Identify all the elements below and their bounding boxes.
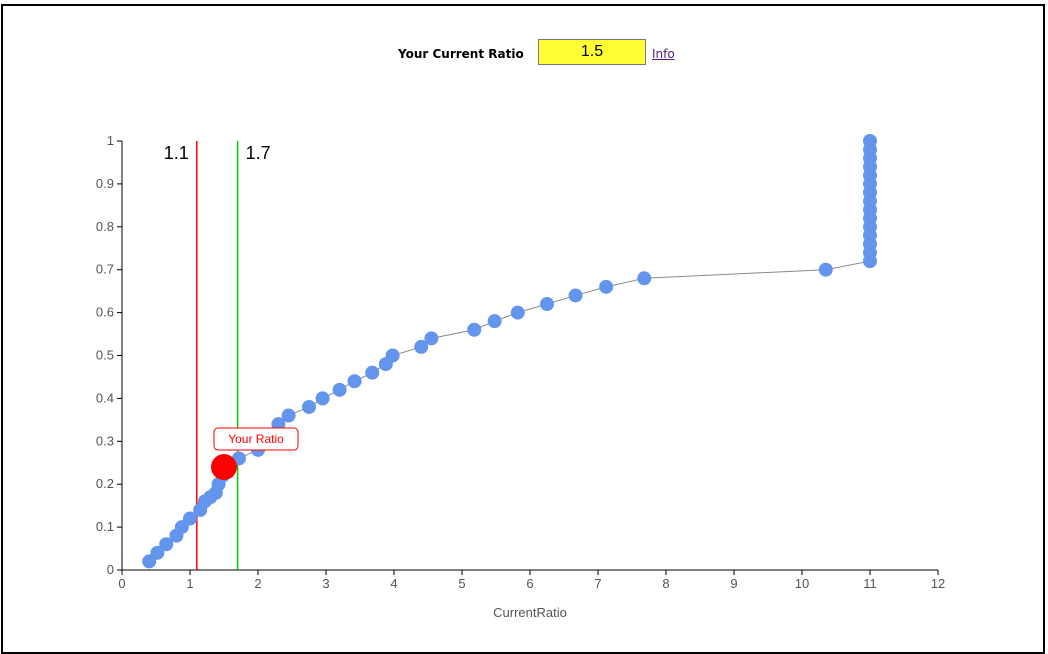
data-point [332,382,347,397]
data-point [183,511,197,526]
y-tick-label: 0.5 [96,348,114,363]
data-point [315,391,330,406]
info-link[interactable]: Info [652,47,675,61]
y-tick-label: 1 [107,133,114,148]
x-tick-label: 8 [662,576,669,591]
x-tick-label: 0 [118,576,125,591]
data-point [365,365,380,380]
data-point [818,262,833,277]
x-tick-label: 2 [254,576,261,591]
y-tick-label: 0.1 [96,519,114,534]
data-point [281,408,296,423]
data-point [637,271,652,286]
y-tick-label: 0.3 [96,433,114,448]
data-point [150,545,165,560]
ratio-control-row: Your Current Ratio Info [0,37,1048,67]
axes: 0 1 2 3 4 5 6 7 8 9 10 11 12 00.10.20.30.40.50.60.70… [96,133,945,620]
x-ticks: 0 1 2 3 4 5 6 7 8 9 10 11 12 [118,570,945,591]
data-point [424,331,439,346]
y-tick-label: 0.9 [96,176,114,191]
x-tick-label: 5 [458,576,465,591]
chart-frame [1,4,1045,654]
your-ratio-callout-label: Your Ratio [228,432,284,446]
data-point [385,348,400,363]
x-tick-label: 11 [863,576,877,591]
y-tick-label: 0.8 [96,219,114,234]
data-point [347,374,362,389]
series-line [148,141,871,562]
x-tick-label: 10 [795,576,809,591]
data-point [599,279,614,294]
data-point [159,537,174,552]
current-ratio-label: Your Current Ratio [398,47,524,61]
x-tick-label: 12 [931,576,945,591]
x-tick-label: 4 [390,576,397,591]
y-tick-label: 0.2 [96,476,114,491]
y-tick-label: 0.4 [96,390,114,405]
current-ratio-input[interactable] [538,39,646,65]
your-ratio-group: Your Ratio [211,427,299,481]
y-tick-label: 0.6 [96,305,114,320]
your-ratio-point [211,454,237,481]
x-tick-label: 1 [186,576,193,591]
data-point [540,297,554,312]
data-point [302,399,316,414]
x-tick-label: 7 [594,576,601,591]
y-tick-label: 0 [107,562,114,577]
y-tick-label: 0.7 [96,262,114,277]
threshold-label: 1.1 [164,143,189,163]
data-point [863,134,877,148]
x-tick-label: 6 [526,576,533,591]
data-point [568,288,583,303]
data-point [467,322,482,337]
x-tick-label: 9 [730,576,737,591]
x-axis-title: CurrentRatio [493,605,567,620]
data-points [142,134,877,569]
data-point [487,314,502,329]
threshold-lines: 1.1 1.7 [164,141,271,570]
x-tick-label: 3 [322,576,329,591]
data-point [414,339,429,354]
your-ratio-callout-box [213,427,299,451]
y-ticks: 0 0.1 0.2 0.3 0.4 0.5 0.6 0.7 0.8 0.9 1 [96,133,122,577]
data-point [510,305,525,320]
threshold-label: 1.7 [246,143,271,163]
